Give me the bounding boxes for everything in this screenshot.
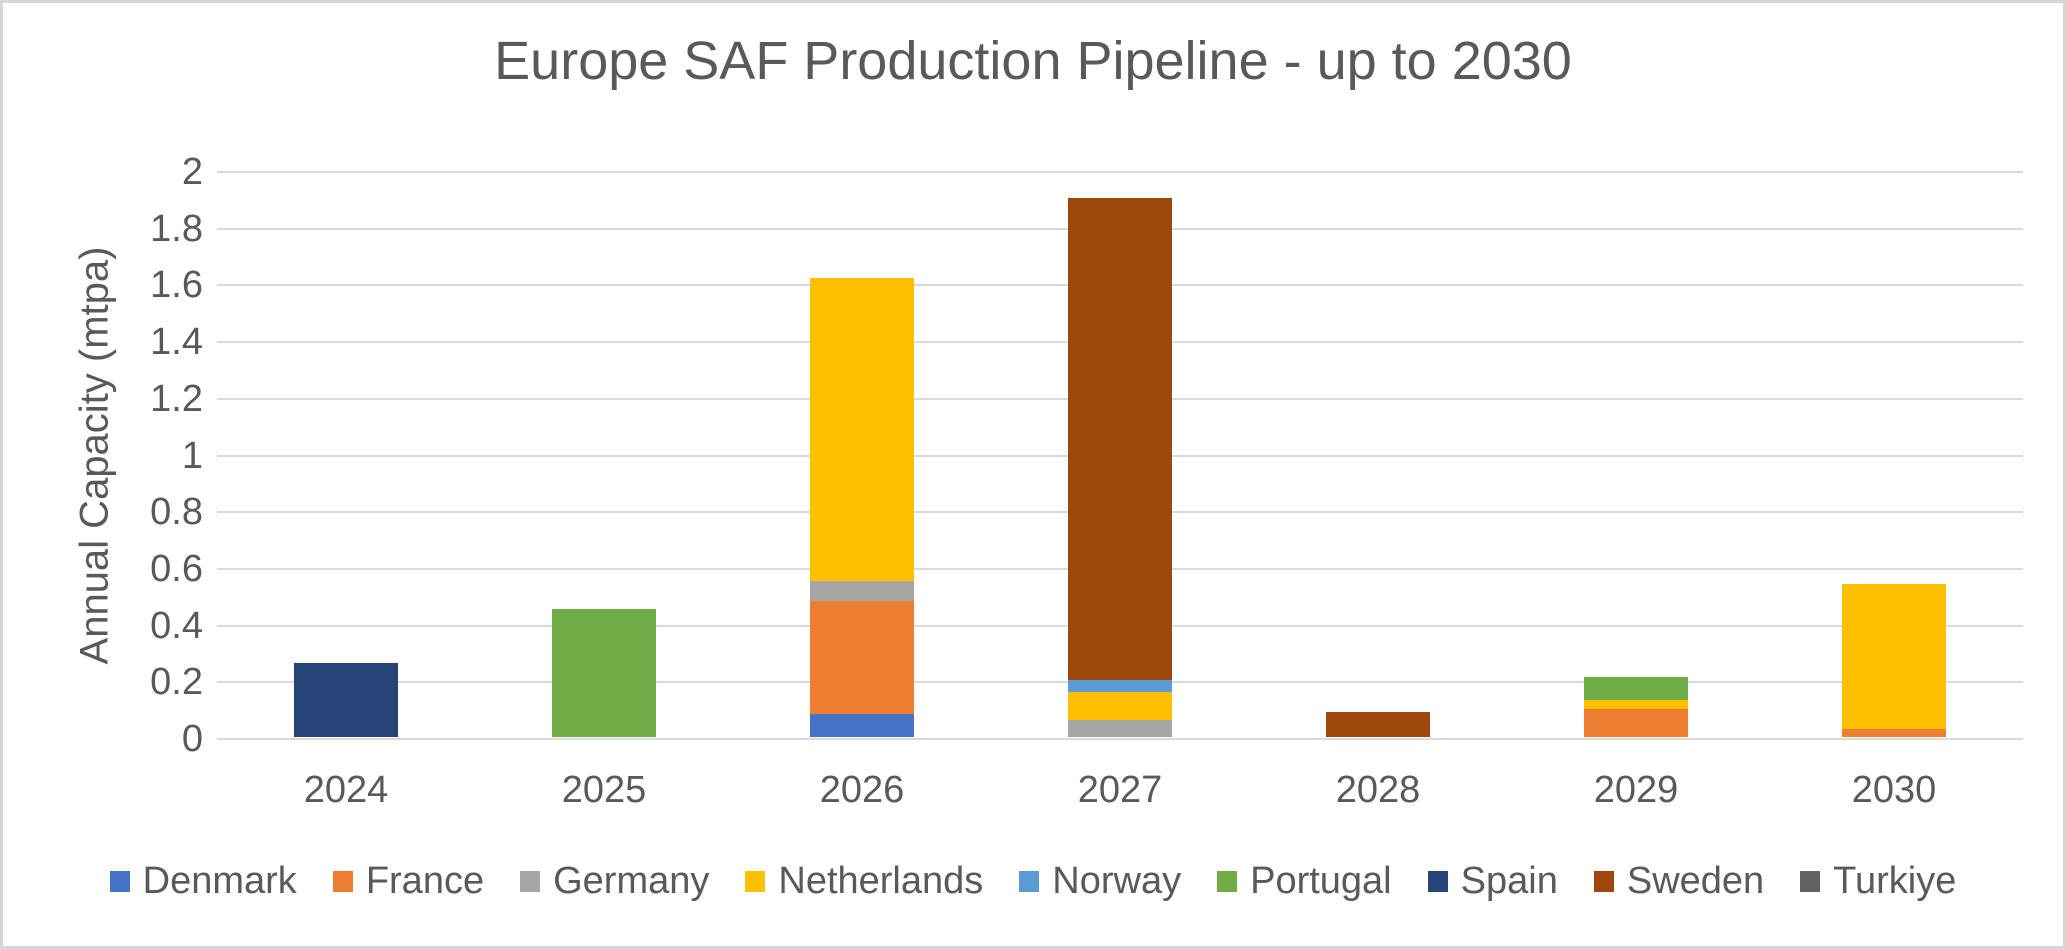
y-tick-label: 1.6 — [150, 264, 203, 307]
legend-label-netherlands: Netherlands — [778, 859, 984, 902]
bar-column-2026 — [733, 172, 991, 739]
legend-item-norway: Norway — [1019, 860, 1181, 903]
chart: Europe SAF Production Pipeline - up to 2… — [3, 3, 2063, 946]
bar-column-2025 — [475, 172, 733, 739]
gridline-2 — [217, 171, 2023, 173]
legend-item-turkiye: Turkiye — [1800, 860, 1956, 903]
bar-columns — [217, 172, 2023, 739]
x-tick-label-2027: 2027 — [1077, 769, 1163, 811]
y-tick-label: 0.8 — [150, 491, 203, 534]
bar-segment-netherlands-2029 — [1584, 700, 1688, 709]
legend: Denmark France Germany Netherlands Norway Por… — [3, 853, 2063, 909]
bar-column-2027 — [991, 172, 1249, 739]
y-tick-label: 2 — [181, 151, 203, 193]
legend-item-portugal: Portugal — [1217, 860, 1392, 903]
x-tick-label-2025: 2025 — [561, 769, 647, 811]
legend-swatch-portugal — [1217, 870, 1238, 892]
legend-swatch-spain — [1427, 870, 1448, 892]
legend-label-norway: Norway — [1052, 859, 1182, 902]
bar-stack-2024 — [294, 663, 398, 737]
legend-label-turkiye: Turkiye — [1833, 859, 1957, 902]
bar-column-2029 — [1507, 172, 1765, 739]
bar-segment-france-2029 — [1584, 708, 1688, 737]
bar-segment-france-2026 — [810, 600, 914, 715]
bar-segment-netherlands-2026 — [810, 277, 914, 582]
bar-segment-germany-2027 — [1068, 720, 1172, 737]
legend-label-germany: Germany — [553, 859, 710, 902]
y-tick-label: 1.8 — [150, 207, 203, 250]
legend-swatch-sweden — [1593, 870, 1614, 892]
legend-swatch-norway — [1019, 870, 1040, 892]
bar-segment-portugal-2029 — [1584, 677, 1688, 701]
x-tick-label-2028: 2028 — [1335, 769, 1421, 811]
bar-segment-sweden-2027 — [1068, 198, 1172, 681]
legend-swatch-germany — [520, 870, 541, 892]
bar-segment-portugal-2025 — [552, 609, 656, 737]
legend-item-spain: Spain — [1427, 859, 1558, 903]
x-tick-label-2029: 2029 — [1593, 769, 1679, 811]
chart-title: Europe SAF Production Pipeline - up to 2… — [494, 31, 1572, 91]
y-tick-label: 0.6 — [150, 547, 203, 590]
y-tick-label: 1.2 — [150, 377, 203, 420]
x-tick-label-2026: 2026 — [819, 769, 905, 811]
bar-segment-denmark-2026 — [810, 714, 914, 737]
y-tick-label: 0 — [181, 718, 203, 760]
bar-column-2028 — [1249, 172, 1507, 739]
plot-area — [217, 171, 2023, 740]
bar-segment-sweden-2028 — [1326, 711, 1430, 737]
y-tick-label: 1 — [181, 434, 203, 477]
legend-label-portugal: Portugal — [1250, 859, 1392, 902]
legend-item-sweden: Sweden — [1593, 859, 1765, 903]
bar-segment-germany-2026 — [810, 581, 914, 601]
bar-stack-2027 — [1068, 198, 1172, 737]
legend-item-germany: Germany — [520, 860, 709, 903]
gridline-0 — [217, 738, 2023, 740]
x-axis-tick-labels: 2024 2025 2026 2027 2028 2029 2030 — [217, 769, 2023, 812]
legend-swatch-turkiye — [1800, 870, 1821, 892]
legend-label-denmark: Denmark — [142, 859, 297, 902]
bar-stack-2026 — [810, 277, 914, 737]
legend-item-denmark: Denmark — [109, 859, 297, 903]
bar-column-2030 — [1765, 172, 2023, 739]
y-tick-label: 1.4 — [150, 321, 203, 364]
bar-stack-2030 — [1842, 583, 1946, 737]
bar-stack-2029 — [1584, 677, 1688, 737]
bar-segment-spain-2024 — [294, 663, 398, 737]
x-tick-label-2030: 2030 — [1851, 769, 1937, 811]
legend-swatch-france — [332, 870, 353, 892]
bar-stack-2028 — [1326, 711, 1430, 737]
legend-item-netherlands: Netherlands — [745, 860, 983, 903]
bar-segment-norway-2027 — [1068, 680, 1172, 692]
legend-swatch-netherlands — [745, 870, 766, 892]
legend-label-france: France — [365, 859, 485, 902]
legend-swatch-denmark — [109, 870, 130, 892]
bar-segment-netherlands-2027 — [1068, 691, 1172, 720]
bar-column-2024 — [217, 172, 475, 739]
y-tick-label: 0.2 — [150, 661, 203, 704]
x-tick-label-2024: 2024 — [303, 769, 389, 811]
legend-label-spain: Spain — [1460, 859, 1558, 902]
bar-segment-france-2030 — [1842, 728, 1946, 737]
legend-label-sweden: Sweden — [1626, 859, 1765, 902]
bar-stack-2025 — [552, 609, 656, 737]
bar-segment-netherlands-2030 — [1842, 583, 1946, 729]
legend-item-france: France — [332, 859, 485, 903]
y-tick-label: 0.4 — [150, 604, 203, 647]
